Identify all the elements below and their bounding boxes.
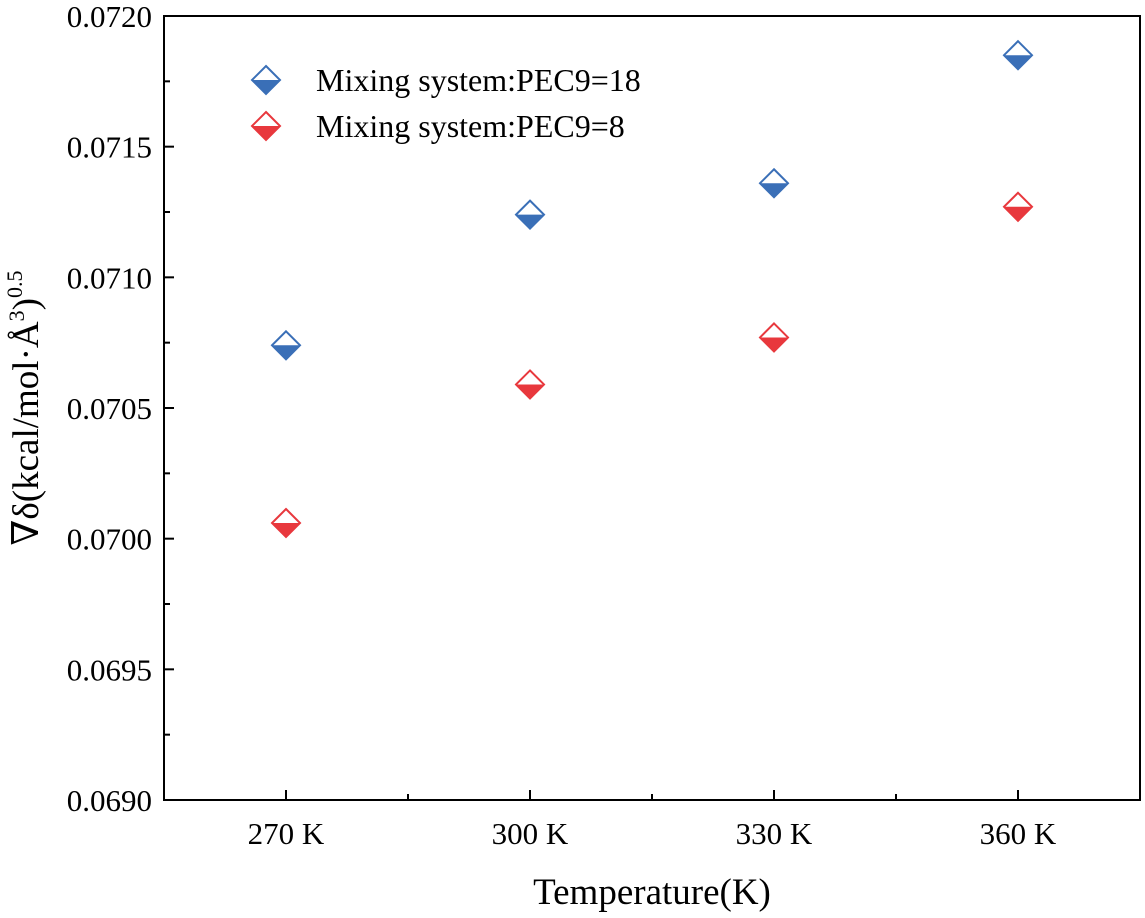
data-point-series-1 xyxy=(270,329,302,361)
data-point-series-2 xyxy=(758,322,790,353)
y-tick-label: 0.0690 xyxy=(67,783,152,818)
y-tick-label: 0.0695 xyxy=(67,652,152,687)
x-tick-label: 270 K xyxy=(248,816,325,851)
y-axis-title: ∇δ(kcal/mol·Å3)0.5 xyxy=(2,271,47,546)
data-points xyxy=(270,39,1034,539)
data-point-series-2 xyxy=(514,369,546,400)
data-point-series-1 xyxy=(758,167,790,199)
y-tick-label: 0.0710 xyxy=(67,260,152,295)
x-tick-label: 300 K xyxy=(492,816,569,851)
legend-label-series-2: Mixing system:PEC9=8 xyxy=(316,108,625,144)
data-point-series-2 xyxy=(1002,191,1034,223)
y-axis-ticks: 0.0690 0.0695 0.0700 0.0705 0.0710 0.0715 0.07… xyxy=(67,0,174,818)
data-point-series-1 xyxy=(514,199,546,231)
legend: Mixing system:PEC9=18 Mixing system:PEC9=… xyxy=(250,62,641,144)
y-tick-label: 0.0715 xyxy=(67,130,152,165)
y-tick-label: 0.0700 xyxy=(67,522,152,557)
legend-marker-series-2 xyxy=(250,110,282,142)
x-tick-label: 360 K xyxy=(980,816,1057,851)
legend-label-series-1: Mixing system:PEC9=18 xyxy=(316,62,641,98)
svg-text:∇δ(kcal/mol·Å3)0.5: ∇δ(kcal/mol·Å3)0.5 xyxy=(2,271,47,546)
data-point-series-2 xyxy=(270,507,302,539)
legend-marker-series-1 xyxy=(250,64,282,96)
x-tick-label: 330 K xyxy=(736,816,813,851)
data-point-series-1 xyxy=(1002,39,1034,71)
x-axis-ticks: 270 K 300 K 330 K 360 K xyxy=(248,790,1057,851)
x-axis-title: Temperature(K) xyxy=(533,872,771,913)
y-tick-label: 0.0705 xyxy=(67,391,152,426)
y-tick-label: 0.0720 xyxy=(67,0,152,34)
plot-frame xyxy=(163,15,1141,801)
